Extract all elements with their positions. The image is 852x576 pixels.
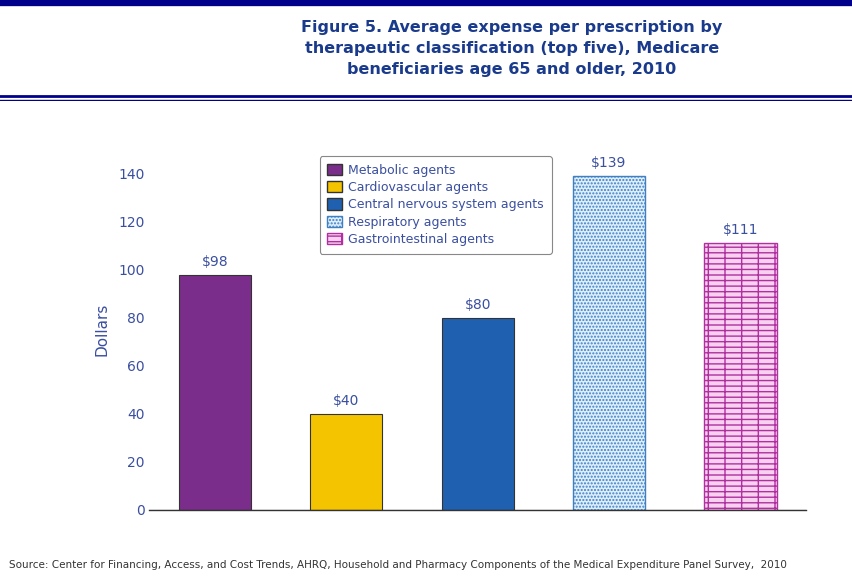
Bar xyxy=(704,243,775,510)
Bar xyxy=(310,414,382,510)
Bar xyxy=(179,275,250,510)
Bar xyxy=(441,318,513,510)
Text: $139: $139 xyxy=(590,156,626,170)
Text: $80: $80 xyxy=(463,298,491,312)
Text: Source: Center for Financing, Access, and Cost Trends, AHRQ, Household and Pharm: Source: Center for Financing, Access, an… xyxy=(9,560,786,570)
Bar xyxy=(573,176,644,510)
Text: Figure 5. Average expense per prescription by
therapeutic classification (top fi: Figure 5. Average expense per prescripti… xyxy=(301,20,722,77)
Text: $98: $98 xyxy=(201,255,228,268)
Y-axis label: Dollars: Dollars xyxy=(95,303,110,357)
Legend: Metabolic agents, Cardiovascular agents, Central nervous system agents, Respirat: Metabolic agents, Cardiovascular agents,… xyxy=(320,156,551,253)
Text: $40: $40 xyxy=(333,394,359,408)
Text: $111: $111 xyxy=(722,223,757,237)
